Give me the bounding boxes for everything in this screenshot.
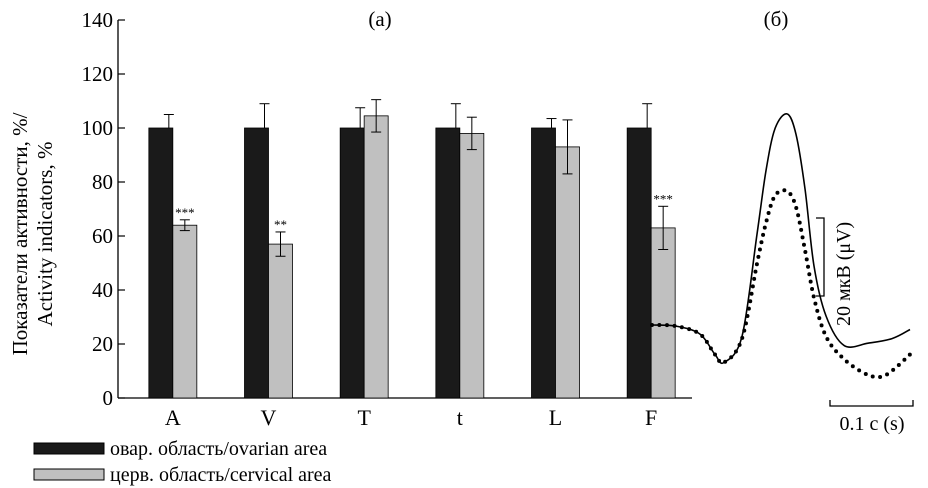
- x-tick-label: T: [357, 405, 371, 430]
- y-tick-label: 120: [82, 62, 114, 86]
- bar-ovarian: [339, 127, 365, 399]
- time-scale-label: 0.1 с (s): [840, 413, 905, 435]
- y-tick-label: 40: [92, 278, 113, 302]
- legend-swatch-ovarian: [33, 442, 105, 455]
- bar-ovarian: [148, 127, 174, 399]
- y-axis-label-line-1: Показатели активности, %/: [8, 112, 32, 355]
- y-tick-label: 80: [92, 170, 113, 194]
- x-tick-label: F: [645, 405, 657, 430]
- x-tick-label: t: [457, 405, 463, 430]
- panel-label-b: (б): [764, 7, 789, 31]
- bar-cervical: [555, 146, 580, 399]
- voltage-scale-label: 20 мкВ (μV): [833, 222, 855, 326]
- x-tick-label: L: [549, 405, 562, 430]
- bar-ovarian: [244, 127, 269, 399]
- bar-cervical: [363, 115, 389, 399]
- axes: 0 20 40 60 80 100 120 140: [82, 8, 692, 410]
- bar-ovarian: [435, 127, 461, 399]
- bar-ovarian: [626, 127, 652, 399]
- bar-chart-panel: (а) Показатели активности, %/ Activity i…: [8, 7, 692, 430]
- trace-solid: [651, 113, 911, 365]
- bar-cervical: [459, 132, 485, 399]
- y-axis-label-line-2: Activity indicators, %: [33, 142, 57, 327]
- scale-bars: 20 мкВ (μV) 0.1 с (s): [816, 217, 914, 435]
- bar-cervical: [650, 227, 676, 399]
- legend-label-ovarian: овар. область/ovarian area: [110, 438, 327, 460]
- x-tick-label: A: [165, 405, 181, 430]
- significance-marker: ***: [175, 205, 195, 220]
- significance-marker: **: [274, 217, 287, 232]
- y-tick-label: 100: [82, 116, 114, 140]
- legend-swatch-cervical: [33, 468, 105, 481]
- y-tick-label: 20: [92, 332, 113, 356]
- y-axis-label: Показатели активности, %/ Activity indic…: [8, 112, 57, 355]
- bar-cervical: [172, 224, 198, 399]
- y-tick-label: 60: [92, 224, 113, 248]
- bar-ovarian: [531, 127, 556, 399]
- bar-cervical: [268, 243, 293, 399]
- bars: ********: [148, 99, 676, 399]
- voltage-scale-bar: [816, 217, 825, 297]
- legend-label-cervical: церв. область/cervical area: [110, 464, 332, 486]
- significance-marker: ***: [653, 191, 673, 206]
- panel-label-a: (а): [368, 7, 391, 31]
- trace-panel: (б) 20 мкВ (μV) 0.1 с (s): [650, 7, 914, 435]
- legend: овар. область/ovarian area церв. область…: [33, 438, 332, 486]
- traces: [650, 113, 912, 380]
- time-scale-bar: [829, 400, 914, 407]
- y-tick-label: 0: [103, 386, 114, 410]
- y-tick-label: 140: [82, 8, 114, 32]
- x-tick-label: V: [261, 405, 277, 430]
- trace-dotted: [650, 188, 912, 380]
